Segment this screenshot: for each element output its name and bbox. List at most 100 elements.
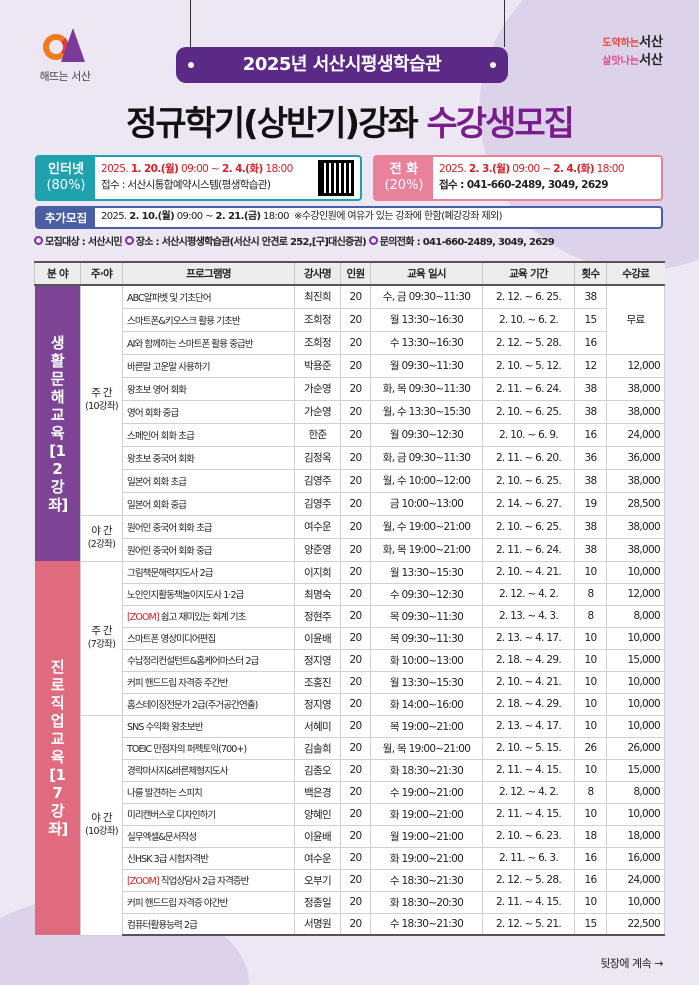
table-row: 영어 회화 중급 가순영 20 월, 수 13:30~15:30 2. 10. ~ 6.… bbox=[35, 399, 665, 424]
program-name: 나를 발견하는 스피치 bbox=[122, 780, 295, 804]
time-cell: 화 18:30~21:30 bbox=[370, 758, 483, 782]
program-title: 신HSK 3급 시험자격반 bbox=[127, 854, 209, 865]
teacher-cell: 김영주 bbox=[294, 491, 341, 516]
program-name: [ZOOM] 직업상담사 2급 자격증반 bbox=[122, 868, 295, 892]
cap-cell: 20 bbox=[340, 648, 371, 672]
zoom-tag: [ZOOM] bbox=[127, 612, 160, 623]
sessions-cell: 38 bbox=[574, 537, 607, 562]
table-row: 일본어 회화 초급 김영주 20 월, 수 10:00~12:00 2. 10. ~ 6… bbox=[35, 468, 665, 493]
teacher-cell: 여수운 bbox=[294, 846, 341, 870]
teacher-cell: 양준영 bbox=[294, 537, 341, 562]
fee-cell: 10,000 bbox=[606, 560, 665, 584]
program-name: 커피 핸드드립 자격증 야간반 bbox=[122, 890, 295, 914]
cap-cell: 20 bbox=[340, 422, 371, 447]
table-row: 생활문해교육 [12강좌] 주 간 (10강좌) ABC알파벳 및 기초단어 최진희 20… bbox=[34, 284, 665, 561]
period-cell: 2. 12. ~ 4. 2. bbox=[482, 582, 575, 606]
table-row: 원어민 중국어 회화 중급 양준영 20 화, 목 19:00~21:00 2. 11.… bbox=[35, 537, 665, 562]
cap-cell: 20 bbox=[340, 626, 371, 650]
teacher-cell: 서명원 bbox=[294, 912, 341, 936]
program-title: 왕초보 중국어 회화 bbox=[127, 453, 195, 465]
table-row: 노인인지활동책놀이지도사 1·2급 최명숙 20 수 09:30~12:30 2. 12… bbox=[35, 582, 665, 606]
zoom-tag: [ZOOM] bbox=[127, 876, 160, 887]
cap-cell: 20 bbox=[340, 582, 371, 606]
cap-cell: 20 bbox=[340, 445, 371, 470]
fee-cell: 36,000 bbox=[606, 445, 665, 470]
sessions-cell: 18 bbox=[574, 824, 607, 848]
logo-mark-icon bbox=[43, 28, 87, 64]
sessions-cell: 12 bbox=[574, 353, 607, 378]
sessions-cell: 16 bbox=[574, 330, 607, 355]
table-row: 진로직업교육 [17강좌] 주 간 (7강좌) 그림책문해력지도사 2급 이지희 20 월 … bbox=[34, 560, 665, 935]
period-cell: 2. 11. ~ 4. 15. bbox=[482, 890, 575, 914]
teacher-cell: 김영주 bbox=[294, 468, 341, 493]
group-count: (10강좌) bbox=[85, 401, 118, 413]
fee-cell: 18,000 bbox=[606, 824, 665, 848]
qr-code-icon[interactable] bbox=[318, 160, 354, 196]
teacher-cell: 최진희 bbox=[294, 284, 341, 309]
program-title: 경락마사지&바른체형지도사 bbox=[127, 766, 228, 777]
program-title: 스마트폰&키오스크 활용 기초반 bbox=[127, 315, 241, 327]
program-name: 신HSK 3급 시험자격반 bbox=[122, 846, 295, 870]
program-name: 스마트폰 영상미디어편집 bbox=[122, 626, 295, 650]
sessions-cell: 8 bbox=[574, 780, 607, 804]
program-name: 수납정리컨설턴트&홈케어마스터 2급 bbox=[122, 648, 295, 672]
slogan2-prefix: 살맛나는 bbox=[602, 56, 640, 67]
column-header: 프로그램명 bbox=[122, 261, 295, 286]
table-row: 경락마사지&바른체형지도사 김종오 20 화 18:30~21:30 2. 11. ~ … bbox=[35, 758, 665, 782]
program-name: 원어민 중국어 회화 초급 bbox=[122, 514, 295, 539]
period-cell: 2. 18. ~ 4. 29. bbox=[482, 692, 575, 716]
sessions-cell: 10 bbox=[574, 560, 607, 584]
fee-cell: 38,000 bbox=[606, 468, 665, 493]
sessions-cell: 36 bbox=[574, 445, 607, 470]
time-cell: 화, 목 09:30~11:30 bbox=[370, 376, 483, 401]
internet-period: 2025. 1. 20.(월) 09:00 ~ 2. 4.(화) 18:00 bbox=[101, 163, 293, 175]
extra-apply-box: 추가모집 2025. 2. 10.(월) 09:00 ~ 2. 21.(금) 1… bbox=[35, 206, 663, 229]
program-name: [ZOOM] 쉽고 재미있는 회계 기초 bbox=[122, 604, 295, 628]
day-night-cell: 주 간 (7강좌) bbox=[80, 560, 123, 716]
time-cell: 화 18:30~20:30 bbox=[370, 890, 483, 914]
bullet-icon bbox=[34, 236, 43, 245]
time-cell: 목 19:00~21:00 bbox=[370, 714, 483, 738]
table-row: 스마트폰&키오스크 활용 기초반 조희정 20 월 13:30~16:30 2. 10.… bbox=[35, 307, 665, 332]
program-title: 원어민 중국어 회화 초급 bbox=[127, 522, 213, 534]
teacher-cell: 정지영 bbox=[294, 692, 341, 716]
sessions-cell: 10 bbox=[574, 648, 607, 672]
cap-cell: 20 bbox=[340, 537, 371, 562]
fee-cell: 24,000 bbox=[606, 868, 665, 892]
time-cell: 화 19:00~21:00 bbox=[370, 802, 483, 826]
course-table: 분 야 주·야 프로그램명 강사명 인원 교육 일시 교육 기간 횟수 수강료 생활문해교육 [… bbox=[34, 261, 665, 936]
fee-cell: 8,000 bbox=[606, 604, 665, 628]
hanging-string bbox=[190, 0, 191, 47]
program-title: 노인인지활동책놀이지도사 1·2급 bbox=[127, 590, 244, 601]
day-night-cell: 야 간 (2강좌) bbox=[80, 514, 123, 562]
table-row: 나를 발견하는 스피치 백은경 20 수 19:00~21:00 2. 12. ~ 4.… bbox=[35, 780, 665, 804]
cap-cell: 20 bbox=[340, 399, 371, 424]
teacher-cell: 이윤배 bbox=[294, 626, 341, 650]
period-cell: 2. 10. ~ 6. 9. bbox=[482, 422, 575, 447]
internet-apply-box: 인터넷 (80%) 2025. 1. 20.(월) 09:00 ~ 2. 4.(화… bbox=[35, 155, 362, 201]
teacher-cell: 김정옥 bbox=[294, 445, 341, 470]
period-cell: 2. 10. ~ 4. 21. bbox=[482, 560, 575, 584]
program-name: AI와 함께하는 스마트폰 활용 중급반 bbox=[122, 330, 295, 355]
program-name: 일본어 회화 초급 bbox=[122, 468, 295, 493]
program-name: 영어 회화 중급 bbox=[122, 399, 295, 424]
title-main: 정규학기(상반기)강좌 bbox=[126, 104, 419, 144]
cap-cell: 20 bbox=[340, 468, 371, 493]
program-name: 미리캔버스로 디자인하기 bbox=[122, 802, 295, 826]
table-row: 스페인어 회화 초급 한준 20 월 09:30~12:30 2. 10. ~ 6. 9… bbox=[35, 422, 665, 447]
teacher-cell: 여수운 bbox=[294, 514, 341, 539]
teacher-cell: 조희정 bbox=[294, 330, 341, 355]
period-cell: 2. 11. ~ 4. 15. bbox=[482, 802, 575, 826]
cap-cell: 20 bbox=[340, 692, 371, 716]
field-cell: 생활문해교육 [12강좌] bbox=[34, 285, 81, 561]
cap-cell: 20 bbox=[340, 514, 371, 539]
teacher-cell: 백은경 bbox=[294, 780, 341, 804]
period-cell: 2. 11. ~ 6. 24. bbox=[482, 376, 575, 401]
cap-cell: 20 bbox=[340, 560, 371, 584]
teacher-cell: 정지영 bbox=[294, 648, 341, 672]
sessions-cell: 16 bbox=[574, 846, 607, 870]
teacher-cell: 조희정 bbox=[294, 307, 341, 332]
teacher-cell: 한준 bbox=[294, 422, 341, 447]
time-cell: 화 10:00~13:00 bbox=[370, 648, 483, 672]
period-cell: 2. 13. ~ 4. 17. bbox=[482, 626, 575, 650]
